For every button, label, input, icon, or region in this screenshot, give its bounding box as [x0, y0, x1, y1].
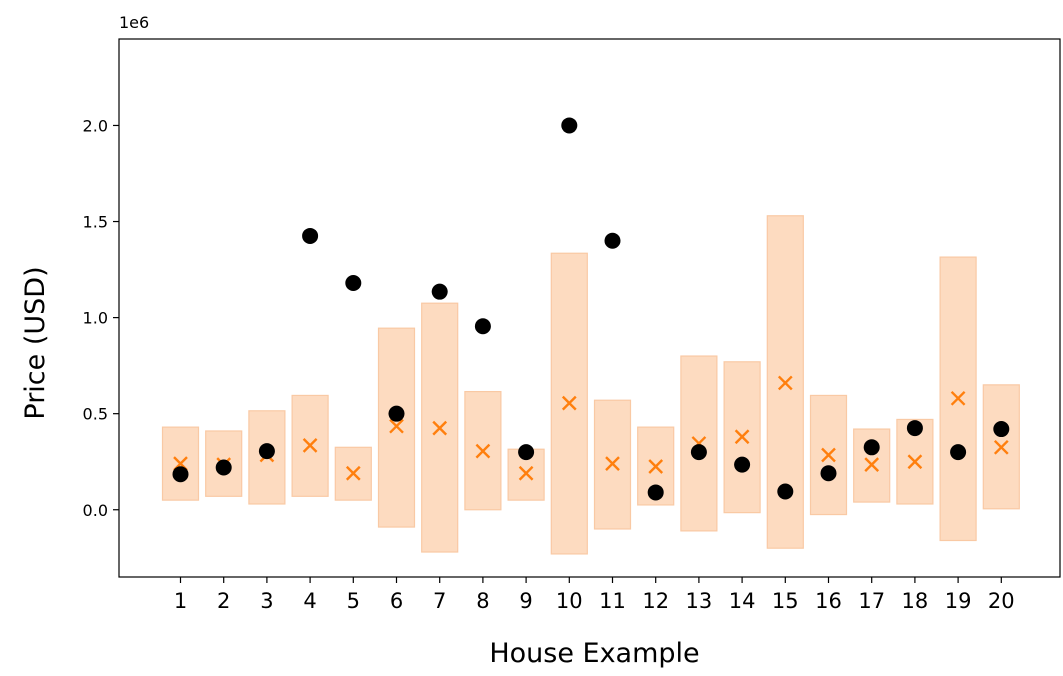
- dot-marker: [561, 117, 578, 134]
- x-marker-stroke: [777, 375, 793, 391]
- dot-marker: [993, 421, 1010, 438]
- x-marker-stroke: [821, 447, 836, 463]
- dot-marker: [172, 466, 189, 483]
- x-tick-label: 12: [642, 589, 669, 613]
- x-marker-stroke: [389, 418, 404, 434]
- dot-marker: [734, 456, 751, 473]
- labels: 1e6 House Example Price (USD): [20, 13, 700, 669]
- x-marker: [345, 465, 361, 481]
- x-marker-stroke: [605, 456, 620, 471]
- x-marker-stroke: [302, 438, 318, 453]
- x-marker-stroke: [864, 457, 880, 472]
- x-marker-stroke: [345, 465, 361, 481]
- x-tick-label: 2: [217, 589, 230, 613]
- x-marker: [605, 456, 620, 471]
- interval-bars: [161, 215, 1020, 555]
- dot-marker: [950, 444, 967, 461]
- x-marker: [907, 454, 923, 470]
- dot-marker: [863, 439, 880, 456]
- x-tick-label: 9: [519, 589, 532, 613]
- x-marker: [821, 447, 836, 463]
- x-tick-label: 3: [260, 589, 273, 613]
- dot-marker: [345, 275, 362, 292]
- x-tick-label: 7: [433, 589, 446, 613]
- x-tick-label: 18: [902, 589, 929, 613]
- x-tick-label: 10: [556, 589, 583, 613]
- x-marker-stroke: [432, 420, 448, 436]
- x-marker: [389, 418, 404, 434]
- x-marker: [475, 443, 491, 459]
- dot-marker: [820, 465, 837, 482]
- x-tick-label: 6: [390, 589, 403, 613]
- x-marker-stroke: [561, 395, 577, 411]
- y-tick-label: 0.5: [83, 405, 108, 424]
- x-marker-stroke: [475, 443, 491, 459]
- x-tick-label: 16: [815, 589, 842, 613]
- x-marker-stroke: [518, 465, 534, 481]
- dot-marker: [604, 232, 621, 249]
- x-marker-stroke: [734, 429, 750, 445]
- x-tick-label: 8: [476, 589, 489, 613]
- x-marker-stroke: [950, 390, 966, 406]
- x-marker: [734, 429, 750, 445]
- dot-marker: [474, 318, 491, 335]
- x-tick-label: 14: [729, 589, 756, 613]
- interval-bar: [766, 215, 804, 549]
- x-tick-label: 4: [303, 589, 316, 613]
- y-axis-label: Price (USD): [20, 266, 51, 419]
- x-marker: [777, 375, 793, 391]
- x-tick-label: 19: [945, 589, 972, 613]
- x-tick-label: 5: [347, 589, 360, 613]
- y-tick-label: 1.0: [83, 309, 108, 328]
- interval-bar: [464, 390, 502, 511]
- dot-marker: [215, 459, 232, 476]
- dot-marker: [647, 484, 664, 501]
- x-tick-label: 11: [599, 589, 626, 613]
- y-tick-label: 2.0: [83, 116, 108, 135]
- x-tick-label: 15: [772, 589, 799, 613]
- x-marker: [561, 395, 577, 411]
- dot-marker: [258, 443, 275, 460]
- dot-marker: [302, 227, 319, 244]
- x-axis-label: House Example: [489, 638, 699, 669]
- dot-marker: [518, 444, 535, 461]
- dot-marker: [906, 420, 923, 437]
- x-marker: [950, 390, 966, 406]
- x-marker: [432, 420, 448, 436]
- x-tick-label: 1: [174, 589, 187, 613]
- interval-bar: [723, 361, 761, 514]
- y-tick-label: 0.0: [83, 501, 108, 520]
- y-offset-label: 1e6: [119, 13, 149, 32]
- x-marker: [864, 457, 880, 472]
- x-marker-stroke: [648, 459, 664, 474]
- x-tick-label: 13: [686, 589, 713, 613]
- x-marker-stroke: [907, 454, 923, 470]
- x-tick-label: 17: [858, 589, 885, 613]
- x-marker: [518, 465, 534, 481]
- dot-marker: [777, 483, 794, 500]
- x-tick-label: 20: [988, 589, 1015, 613]
- dot-marker: [690, 444, 707, 461]
- dot-marker: [388, 405, 405, 422]
- dot-marker: [431, 283, 448, 300]
- x-marker: [993, 439, 1009, 455]
- x-marker: [648, 459, 664, 474]
- dot-markers: [172, 117, 1010, 501]
- axes: 0.00.51.01.52.01 2 3 4 5 6 7 8 9 10 11 12 13 14 15 16 17…: [83, 38, 1061, 613]
- x-marker-stroke: [993, 439, 1009, 455]
- x-marker: [302, 438, 318, 453]
- y-tick-label: 1.5: [83, 213, 108, 232]
- plot-frame: [118, 38, 1061, 578]
